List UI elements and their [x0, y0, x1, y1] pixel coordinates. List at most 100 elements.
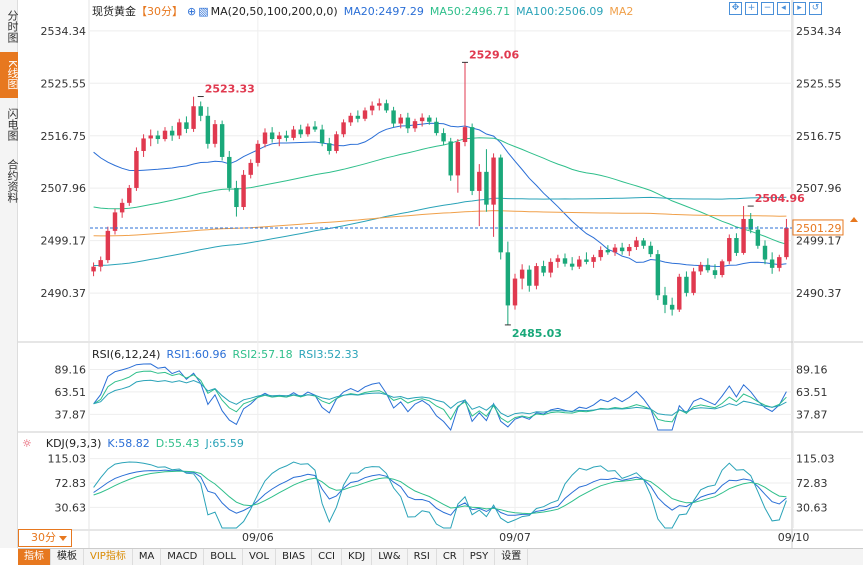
- zoom-fit-icon[interactable]: ✥: [729, 2, 742, 15]
- indicator-btn-7[interactable]: BIAS: [276, 549, 313, 565]
- tab-time-sharing[interactable]: 分时图: [6, 9, 19, 43]
- indicator-btn-4[interactable]: MACD: [161, 549, 205, 565]
- indicator-btn-14[interactable]: 设置: [495, 549, 529, 565]
- candle-body: [98, 260, 103, 267]
- candle-body: [127, 187, 132, 203]
- indicator-btn-6[interactable]: VOL: [243, 549, 277, 565]
- y-tick-label: 2516.75: [41, 130, 87, 143]
- price-arrow-icon: [850, 216, 858, 222]
- zoom-in-icon[interactable]: +: [745, 2, 758, 15]
- candle-body: [141, 138, 146, 151]
- y-tick-label-right: 115.03: [796, 453, 835, 466]
- indicator-btn-12[interactable]: CR: [437, 549, 464, 565]
- candle-body: [105, 230, 111, 261]
- candle-body: [227, 156, 232, 188]
- candle-body: [269, 132, 275, 140]
- candle-body: [484, 171, 489, 205]
- candle-body: [741, 218, 746, 253]
- indicator-btn-11[interactable]: RSI: [408, 549, 437, 565]
- ma200-value: MA2: [609, 5, 634, 18]
- indicator-btn-5[interactable]: BOLL: [204, 549, 243, 565]
- candle-body: [162, 130, 168, 140]
- main-legend: 现货黄金【30分】 ⊕ ▧ MA(20,50,100,200,0,0) MA20:249…: [92, 3, 639, 19]
- candle-body: [462, 127, 468, 143]
- candle-body: [434, 121, 439, 134]
- y-tick-label-right: 72.83: [796, 477, 828, 490]
- indicator-btn-3[interactable]: MA: [133, 549, 162, 565]
- candle-body: [577, 259, 582, 267]
- axes: 2534.34 2534.34 2525.55 2525.55 2516.75 2516.…: [41, 25, 858, 544]
- candle-body: [448, 141, 453, 176]
- candle-body: [655, 254, 661, 296]
- candle-body: [134, 150, 139, 188]
- candle-body: [748, 218, 753, 230]
- ma20-value: MA20:2497.29: [343, 5, 424, 18]
- extreme-label: 2504.96: [755, 192, 805, 205]
- move-right-icon[interactable]: ▸: [793, 2, 806, 15]
- x-tick-label: 09/06: [242, 531, 274, 544]
- candle-body: [384, 103, 389, 111]
- candle-body: [355, 115, 361, 119]
- indicator-btn-2[interactable]: VIP指标: [84, 549, 133, 565]
- zoom-out-icon[interactable]: −: [761, 2, 774, 15]
- ma50-value: MA50:2496.71: [429, 5, 511, 18]
- ma50-line: [93, 137, 787, 245]
- indicator-btn-9[interactable]: KDJ: [342, 549, 373, 565]
- candle-body: [641, 240, 646, 246]
- candle-body: [212, 124, 218, 144]
- indicator-btn-8[interactable]: CCI: [312, 549, 343, 565]
- candle-body: [255, 143, 261, 163]
- reset-icon[interactable]: ↺: [809, 2, 822, 15]
- indicator-btn-0[interactable]: 指标: [18, 549, 51, 565]
- instrument-name: 现货黄金: [92, 5, 136, 18]
- indicator-bar: 指标 模板 VIP指标 MA MACD BOLL VOL BIAS CCI KDJ LW& RSI CR…: [18, 548, 863, 565]
- y-tick-label: 2490.37: [41, 287, 87, 300]
- candle-body: [398, 117, 403, 124]
- candle-body: [605, 249, 611, 253]
- tab-kline[interactable]: K线图: [0, 52, 19, 98]
- crosshair-icon[interactable]: ☼: [22, 437, 32, 450]
- candle-body: [627, 246, 632, 252]
- candle-body: [419, 117, 425, 122]
- settings-icon: ⊕: [187, 5, 197, 18]
- y-tick-label: 30.63: [55, 501, 87, 514]
- candle-body: [319, 129, 325, 144]
- y-tick-label: 2507.96: [41, 182, 87, 195]
- candle-body: [612, 247, 618, 253]
- extreme-label: 2529.06: [469, 48, 519, 61]
- y-tick-label: 63.51: [55, 386, 87, 399]
- candle-body: [698, 264, 703, 272]
- period-selector[interactable]: 30分: [18, 529, 72, 547]
- d-value: D:55.43: [155, 437, 200, 450]
- candle-body: [369, 105, 375, 111]
- kdj-pane: [93, 461, 787, 529]
- candle-body: [427, 117, 432, 122]
- candle-body: [177, 122, 182, 136]
- y-tick-label: 72.83: [55, 477, 87, 490]
- candle-body: [348, 115, 353, 123]
- chevron-down-icon: [59, 536, 67, 541]
- candle-body: [569, 263, 575, 267]
- tab-contract-info[interactable]: 合约资料: [6, 159, 19, 203]
- indicator-btn-13[interactable]: PSY: [464, 549, 496, 565]
- candle-body: [755, 229, 761, 246]
- candle-body: [719, 261, 725, 276]
- candle-body: [555, 258, 561, 262]
- candle-body: [734, 238, 739, 253]
- indicator-btn-1[interactable]: 模板: [51, 549, 84, 565]
- candle-body: [491, 157, 496, 205]
- candle-body: [777, 257, 782, 268]
- candle-body: [727, 238, 732, 262]
- candle-body: [477, 171, 482, 191]
- move-left-icon[interactable]: ◂: [777, 2, 790, 15]
- period-selector-label: 30分: [31, 531, 56, 544]
- candle-body: [191, 106, 196, 129]
- candle-body: [112, 212, 118, 231]
- edit-icon: ▧: [198, 5, 209, 18]
- candle-body: [562, 258, 568, 264]
- rsi2-value: RSI2:57.18: [232, 348, 293, 361]
- candle-body: [541, 266, 546, 273]
- tab-flash-chart[interactable]: 闪电图: [6, 107, 19, 141]
- indicator-btn-10[interactable]: LW&: [372, 549, 408, 565]
